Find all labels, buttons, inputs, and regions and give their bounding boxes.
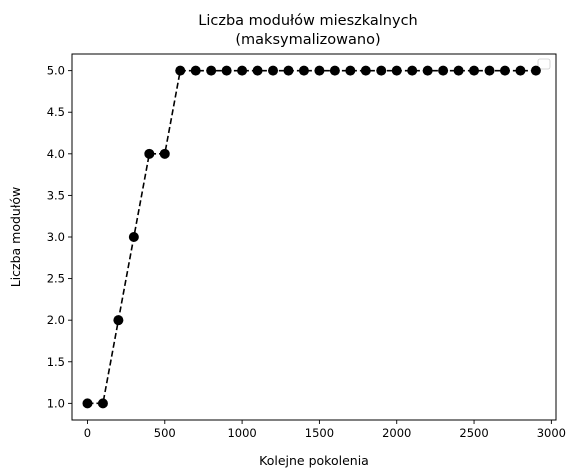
y-tick-label: 1.5 <box>47 355 65 369</box>
x-axis: 0 500 1000 1500 2000 2500 3000 <box>84 420 566 440</box>
data-point <box>221 65 232 76</box>
data-point <box>422 65 433 76</box>
y-tick-label: 2.0 <box>47 313 65 327</box>
y-tick-label: 5.0 <box>47 64 65 78</box>
y-axis-label: Liczba modułów <box>8 187 23 288</box>
data-point <box>438 65 449 76</box>
y-tick-label: 2.5 <box>47 272 65 286</box>
data-point <box>190 65 201 76</box>
data-point <box>499 65 510 76</box>
data-point <box>453 65 464 76</box>
y-tick-label: 3.0 <box>47 230 65 244</box>
data-point <box>345 65 356 76</box>
chart-title-line1: Liczba modułów mieszkalnych <box>198 13 417 29</box>
x-tick-label: 2500 <box>459 426 488 440</box>
data-point <box>484 65 495 76</box>
series-line <box>87 69 536 405</box>
data-point <box>144 148 155 159</box>
y-tick-label: 4.0 <box>47 147 65 161</box>
y-tick-label: 1.0 <box>47 396 65 410</box>
data-point <box>407 65 418 76</box>
y-tick-label: 3.5 <box>47 188 65 202</box>
data-point <box>113 315 124 326</box>
data-point <box>97 398 108 409</box>
data-point <box>82 398 93 409</box>
data-point <box>252 65 263 76</box>
legend-box <box>537 58 551 70</box>
data-point <box>314 65 325 76</box>
data-point <box>175 65 186 76</box>
data-point <box>329 65 340 76</box>
data-point <box>128 232 139 242</box>
chart-title-line2: (maksymalizowano) <box>235 32 380 48</box>
y-tick-label: 4.5 <box>47 105 65 119</box>
data-point <box>268 65 279 76</box>
plot-frame <box>71 53 557 421</box>
data-point <box>206 65 217 76</box>
x-axis-label: Kolejne pokolenia <box>259 453 369 468</box>
data-point <box>159 148 170 159</box>
x-tick-label: 1000 <box>227 426 256 440</box>
data-point <box>298 65 309 76</box>
x-tick-label: 0 <box>84 426 91 440</box>
data-point <box>391 65 402 76</box>
data-point <box>376 65 387 76</box>
data-point <box>237 65 248 76</box>
x-tick-label: 1500 <box>305 426 334 440</box>
y-axis: 1.0 1.5 2.0 2.5 3.0 3.5 4.0 4.5 5.0 <box>47 64 72 410</box>
data-point <box>283 65 294 76</box>
data-point <box>515 65 526 76</box>
x-tick-label: 3000 <box>537 426 566 440</box>
data-point <box>360 65 371 76</box>
x-tick-label: 500 <box>154 426 176 440</box>
data-point <box>469 65 480 76</box>
series-markers <box>82 65 541 409</box>
data-point <box>530 65 541 76</box>
x-tick-label: 2000 <box>382 426 411 440</box>
